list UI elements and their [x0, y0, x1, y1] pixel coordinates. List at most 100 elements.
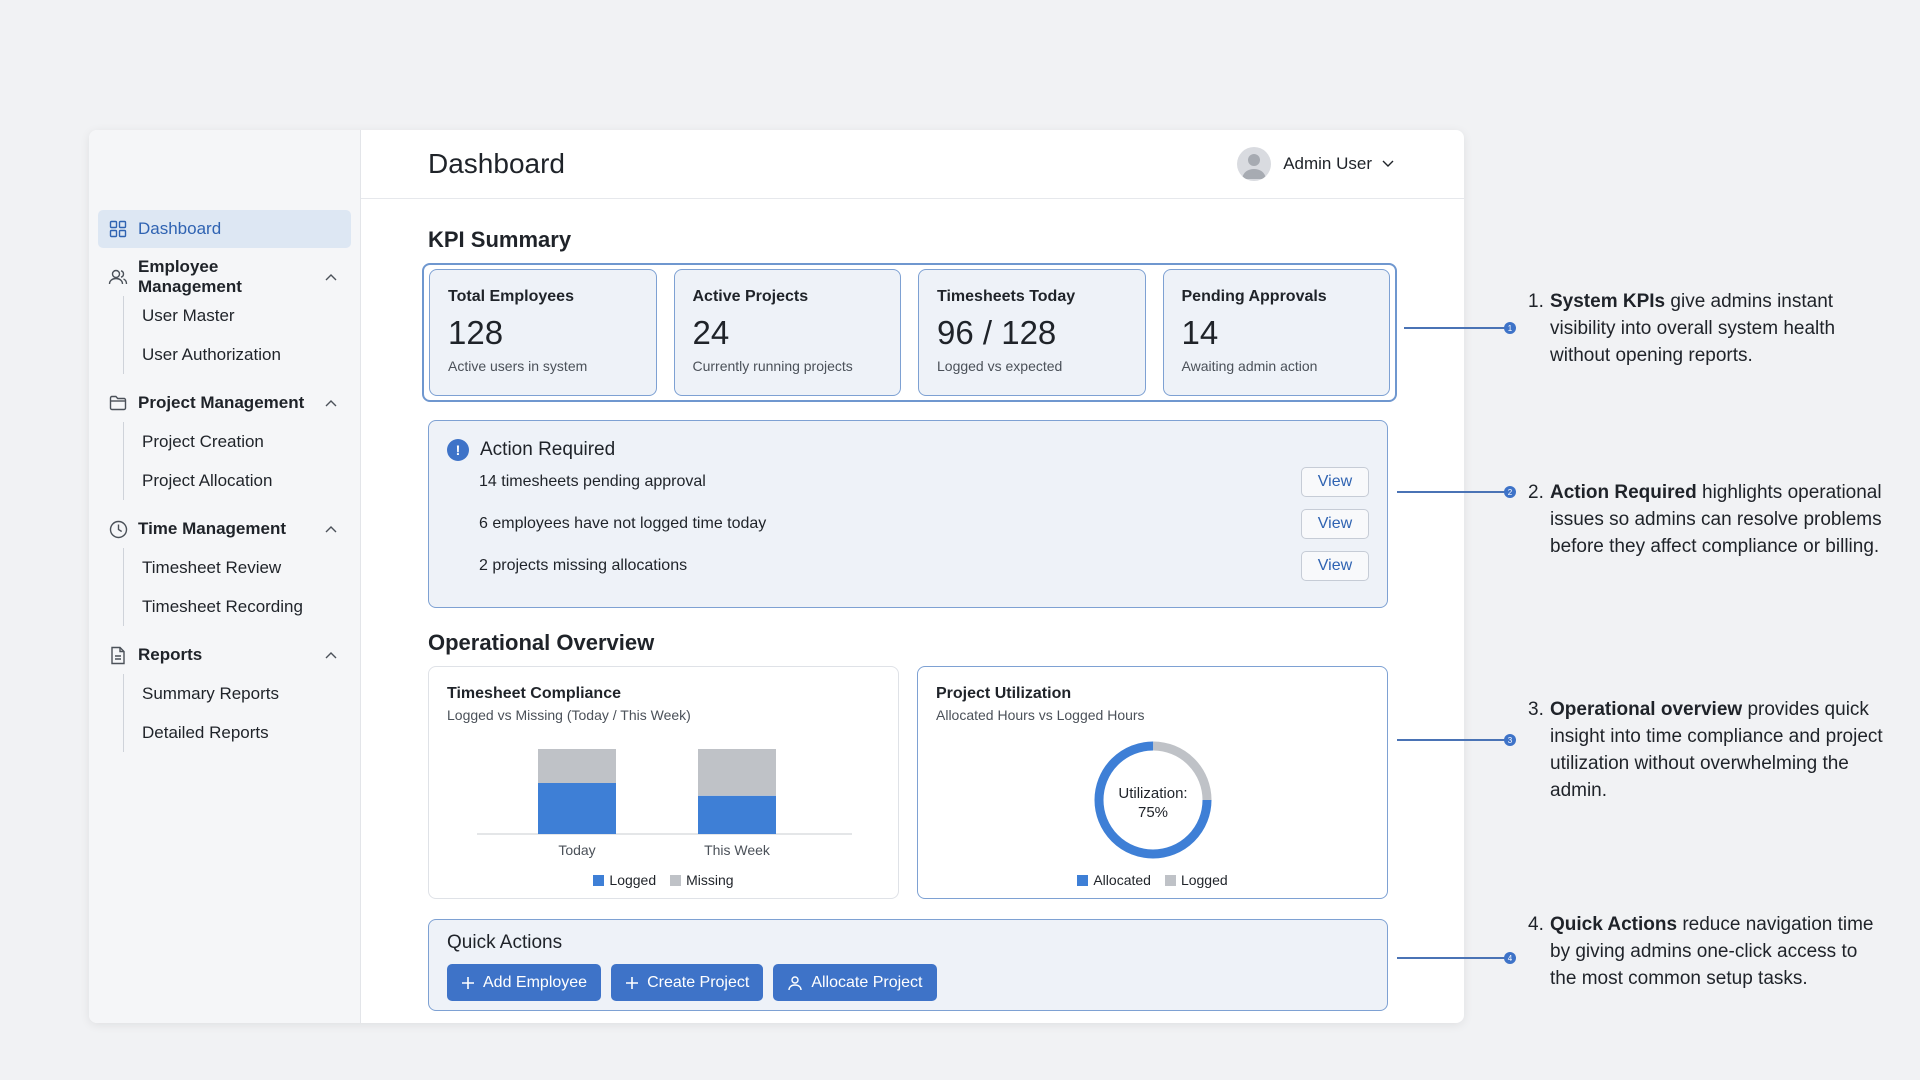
- kpi-card-total-employees[interactable]: Total Employees 128 Active users in syst…: [429, 269, 657, 396]
- button-label: Create Project: [647, 973, 750, 991]
- avatar: [1237, 147, 1272, 181]
- main-area: Dashboard Admin User KPI Summary Total E…: [361, 130, 1464, 1023]
- chevron-down-icon: [1382, 155, 1394, 173]
- kpi-value: 128: [448, 314, 504, 351]
- donut-center-label: Utilization:: [1118, 785, 1187, 802]
- chevron-up-icon[interactable]: [325, 648, 339, 662]
- sidebar-item-label: Dashboard: [138, 219, 222, 238]
- annotation-marker: 2: [1504, 486, 1516, 498]
- view-button[interactable]: View: [1301, 551, 1369, 581]
- utilization-donut-chart: Utilization: 75%: [1094, 741, 1212, 859]
- legend-item: Logged: [1164, 872, 1228, 888]
- create-project-button[interactable]: Create Project: [611, 964, 764, 1001]
- button-label: Allocate Project: [811, 973, 923, 991]
- plus-icon: [461, 976, 475, 990]
- document-icon: [108, 645, 128, 665]
- sidebar-group-label: Project Management: [138, 393, 305, 412]
- kpi-value: 14: [1181, 314, 1219, 351]
- sub-list: Project Creation Project Allocation: [123, 422, 351, 500]
- sidebar-item-employee-management[interactable]: Employee Management: [98, 257, 351, 296]
- bar-missing-1: [698, 749, 776, 796]
- annotation-connector: [1397, 491, 1510, 493]
- action-required-header: ! Action Required: [447, 439, 1369, 461]
- chart-legend: Allocated Logged: [918, 872, 1387, 888]
- bar-logged-1: [698, 795, 776, 834]
- kpi-summary: Total Employees 128 Active users in syst…: [422, 263, 1397, 402]
- folder-icon: [108, 393, 128, 413]
- topbar: Dashboard Admin User: [361, 130, 1464, 199]
- allocate-project-button[interactable]: Allocate Project: [773, 964, 937, 1001]
- sidebar-item-project-creation[interactable]: Project Creation: [142, 431, 264, 451]
- kpi-subtext: Logged vs expected: [937, 358, 1063, 374]
- kpi-section-title: KPI Summary: [428, 227, 572, 252]
- sidebar-group-label: Employee Management: [138, 257, 242, 296]
- quick-actions-panel: Quick Actions Add Employee Create Projec…: [428, 919, 1388, 1011]
- kpi-subtext: Currently running projects: [692, 358, 853, 374]
- annotation-4: 4. Quick Actions reduce navigation time b…: [1528, 914, 1874, 989]
- page-title: Dashboard: [428, 148, 565, 179]
- sidebar-item-project-management[interactable]: Project Management: [98, 384, 351, 422]
- card-title: Project Utilization: [936, 685, 1072, 702]
- legend-item: Missing: [670, 872, 734, 888]
- chevron-up-icon[interactable]: [325, 270, 339, 284]
- annotation-1: 1. System KPIs give admins instant visibi…: [1528, 291, 1836, 366]
- users-icon: [108, 267, 128, 287]
- annotation-connector: [1397, 957, 1510, 959]
- action-row: 14 timesheets pending approval View: [447, 461, 1369, 503]
- annotation-marker: 3: [1504, 734, 1516, 746]
- bar-logged-0: [538, 783, 616, 834]
- sidebar-group-label: Time Management: [138, 519, 287, 538]
- x-tick-label: Today: [558, 842, 595, 858]
- project-utilization-card: Project Utilization Allocated Hours vs L…: [917, 666, 1388, 899]
- content: KPI Summary Total Employees 128 Active u…: [361, 227, 1464, 1011]
- sidebar-item-user-master[interactable]: User Master: [142, 305, 235, 325]
- card-subtitle: Allocated Hours vs Logged Hours: [936, 707, 1145, 723]
- action-row-text: 2 projects missing allocations: [479, 557, 688, 574]
- donut-center-value: 75%: [1138, 804, 1168, 821]
- sidebar-item-summary-reports[interactable]: Summary Reports: [142, 683, 279, 703]
- sidebar-item-project-allocation[interactable]: Project Allocation: [142, 470, 273, 490]
- view-button[interactable]: View: [1301, 509, 1369, 539]
- action-row-text: 14 timesheets pending approval: [479, 473, 706, 490]
- app-window: Dashboard Employee Management User Maste…: [89, 130, 1464, 1023]
- sidebar-item-user-authorization[interactable]: User Authorization: [142, 344, 281, 364]
- legend-item: Allocated: [1077, 872, 1151, 888]
- chevron-up-icon[interactable]: [325, 396, 339, 410]
- sidebar-item-dashboard[interactable]: Dashboard: [98, 210, 351, 248]
- action-row-text: 6 employees have not logged time today: [479, 515, 767, 532]
- kpi-card-active-projects[interactable]: Active Projects 24 Currently running pro…: [673, 269, 901, 396]
- annotation-connector: [1397, 739, 1510, 741]
- chevron-up-icon[interactable]: [325, 522, 339, 536]
- annotation-marker: 4: [1504, 952, 1516, 964]
- sidebar-item-timesheet-recording[interactable]: Timesheet Recording: [142, 596, 303, 616]
- action-row: 6 employees have not logged time today V…: [447, 503, 1369, 545]
- kpi-label: Total Employees: [448, 288, 574, 305]
- user-icon: [787, 975, 803, 991]
- kpi-label: Timesheets Today: [937, 288, 1076, 305]
- kpi-card-pending-approvals[interactable]: Pending Approvals 14 Awaiting admin acti…: [1162, 269, 1390, 396]
- quick-actions-buttons: Add Employee Create Project Allocate Pro…: [447, 964, 1369, 1001]
- view-button[interactable]: View: [1301, 467, 1369, 497]
- user-menu[interactable]: Admin User: [1237, 147, 1394, 181]
- compliance-bar-chart: Today This Week: [477, 749, 852, 858]
- kpi-card-timesheets-today[interactable]: Timesheets Today 96 / 128 Logged vs expe…: [918, 269, 1146, 396]
- kpi-subtext: Active users in system: [448, 358, 588, 374]
- kpi-subtext: Awaiting admin action: [1181, 358, 1318, 374]
- overview-row: Timesheet Compliance Logged vs Missing (…: [428, 666, 1397, 899]
- sidebar-item-reports[interactable]: Reports: [98, 636, 351, 674]
- sidebar-item-detailed-reports[interactable]: Detailed Reports: [142, 722, 269, 742]
- x-tick-label: This Week: [704, 842, 771, 858]
- kpi-label: Active Projects: [692, 288, 809, 305]
- sub-list: Summary Reports Detailed Reports: [123, 674, 351, 752]
- annotation-marker: 1: [1504, 322, 1516, 334]
- add-employee-button[interactable]: Add Employee: [447, 964, 602, 1001]
- sidebar-item-time-management[interactable]: Time Management: [98, 510, 351, 548]
- sidebar-item-timesheet-review[interactable]: Timesheet Review: [142, 557, 282, 577]
- annotation-3: 3. Operational overview provides quick in…: [1528, 699, 1883, 801]
- clock-icon: [108, 519, 128, 539]
- sidebar: Dashboard Employee Management User Maste…: [89, 130, 361, 1023]
- nav-group-employee: Employee Management User Master User Aut…: [98, 257, 351, 374]
- grid-icon: [108, 219, 128, 239]
- quick-actions-title: Quick Actions: [447, 932, 563, 953]
- action-row: 2 projects missing allocations View: [447, 545, 1369, 587]
